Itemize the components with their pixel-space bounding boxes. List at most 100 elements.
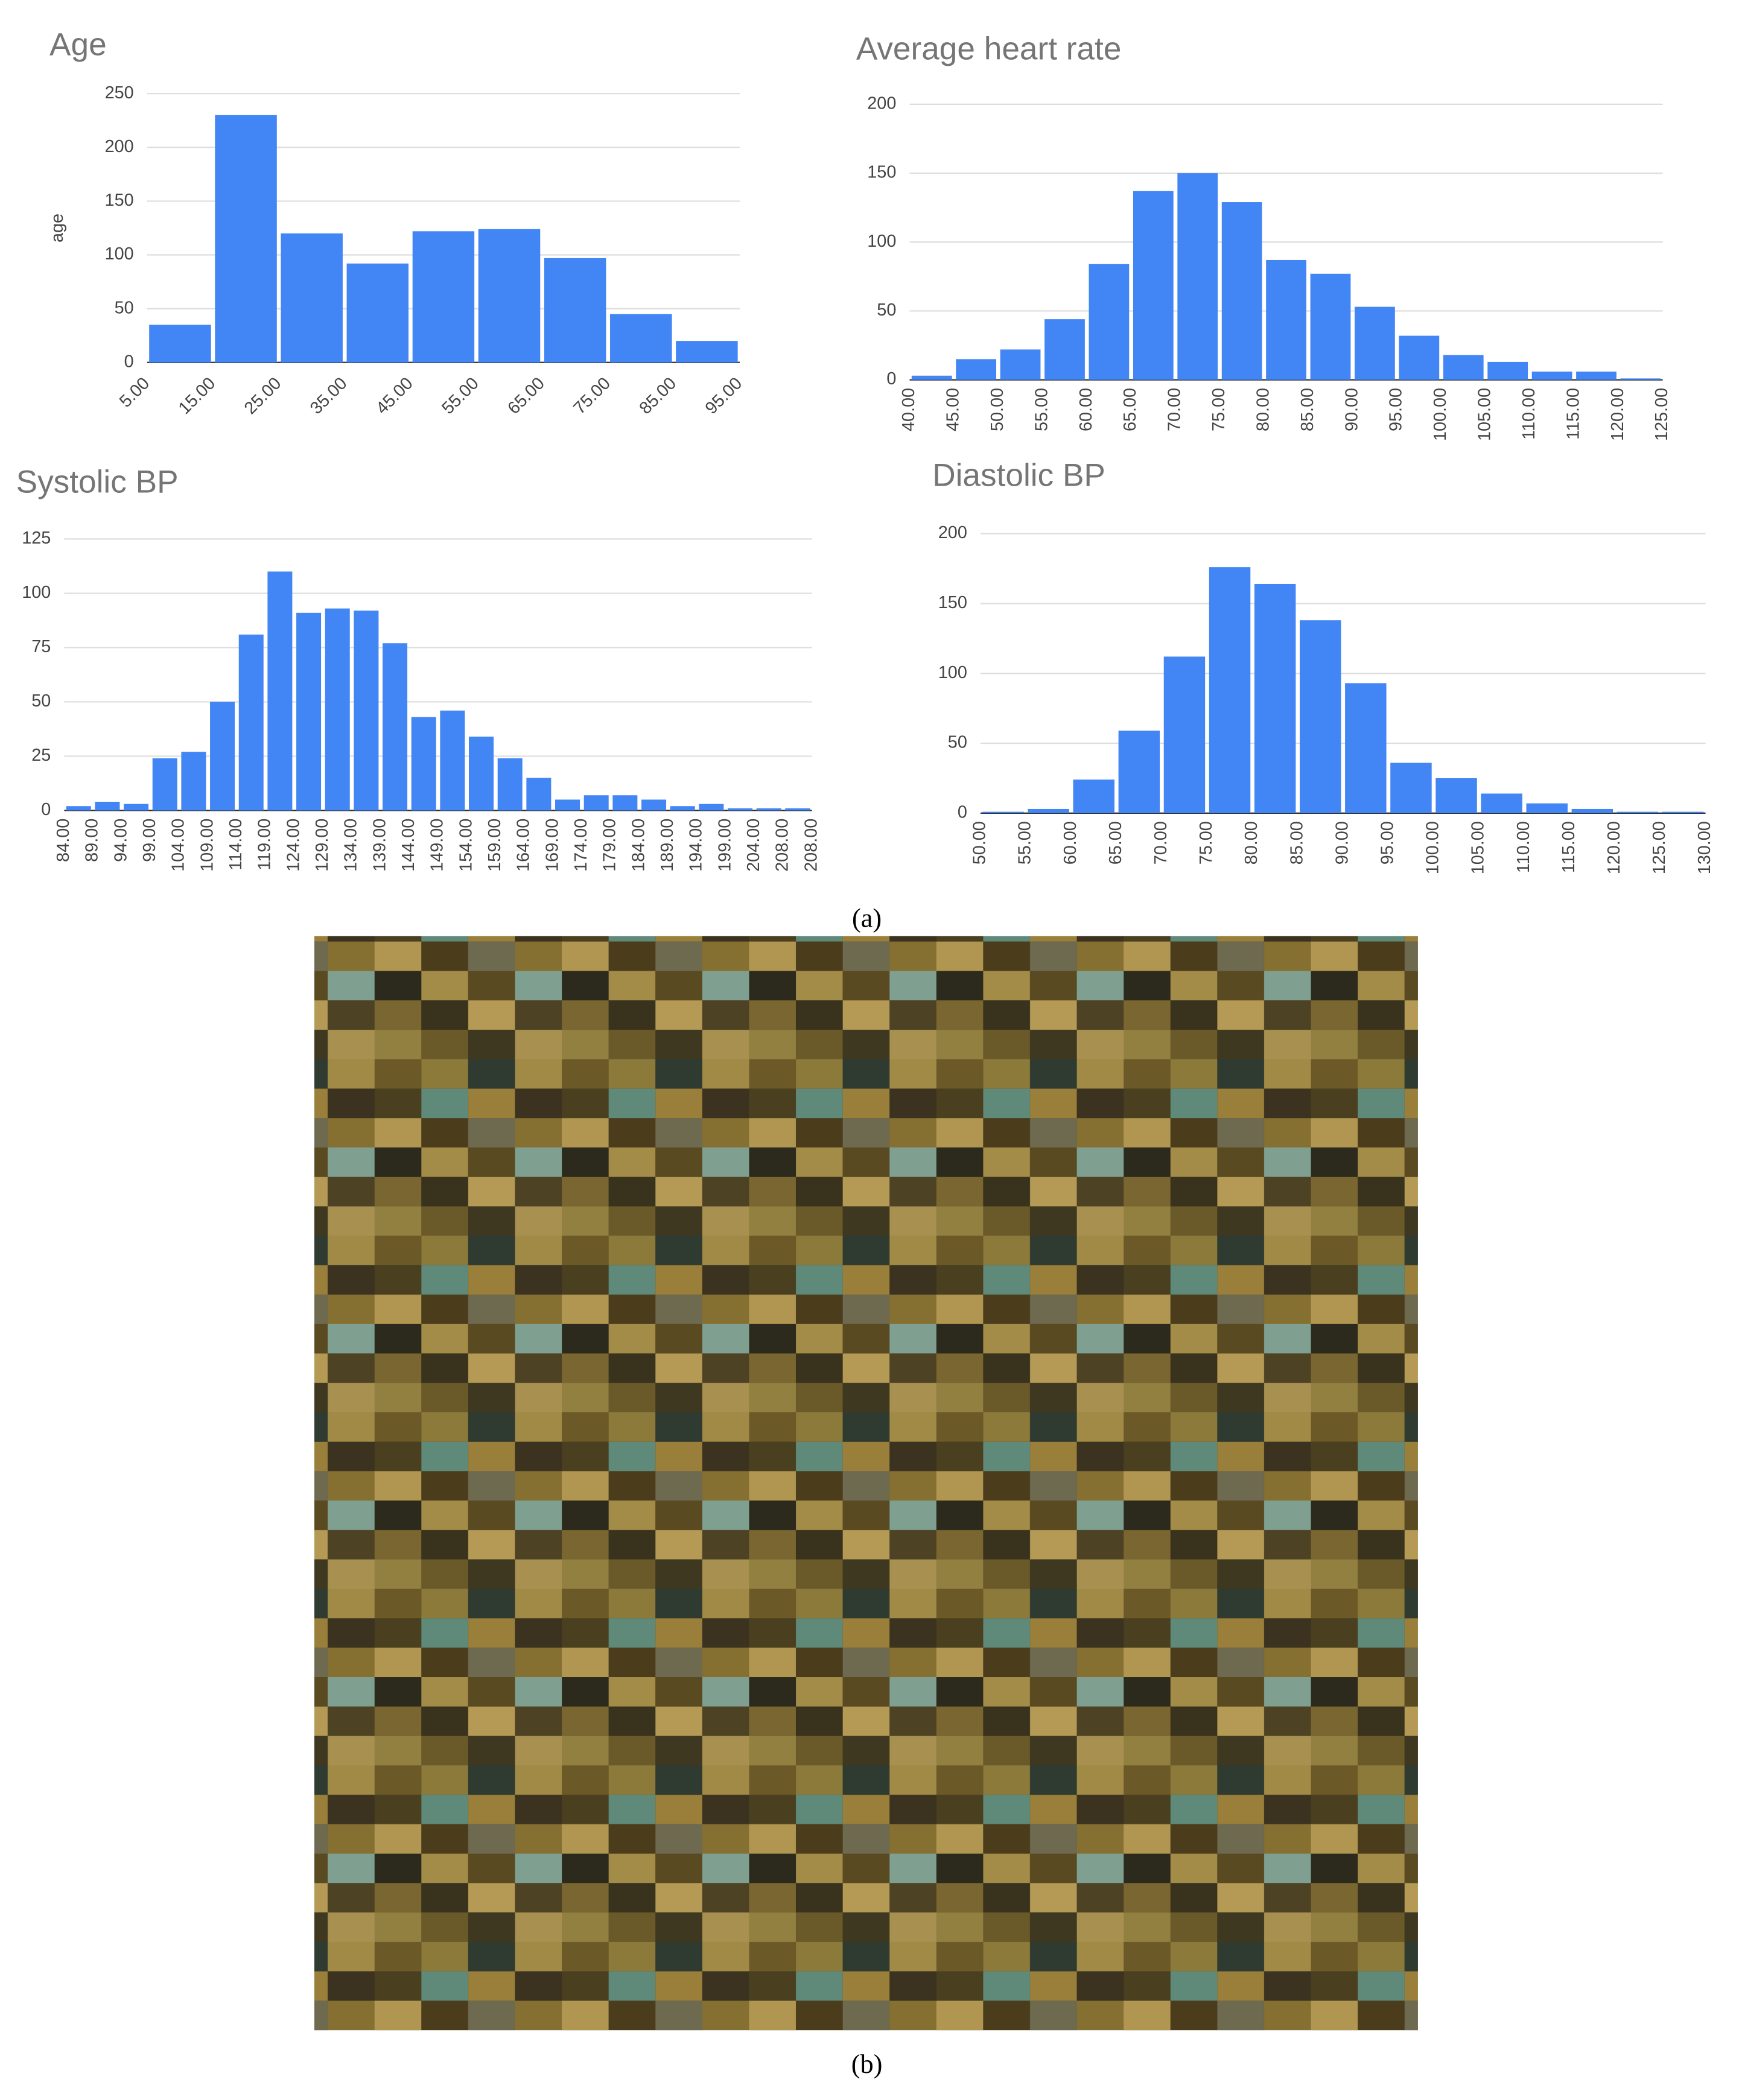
histogram-bar [411,717,436,811]
x-tick-label: 105.00 [1469,821,1488,874]
y-tick-label: 200 [867,94,896,113]
x-tick-label: 159.00 [485,819,504,872]
histogram-bar [1443,355,1484,380]
histogram-bar [728,808,753,811]
histogram-bar [1177,173,1218,380]
x-tick-label: 95.00 [1378,821,1397,864]
histogram-bar [325,608,350,811]
x-tick-label: 99.00 [140,819,159,862]
x-tick-label: 100.00 [1423,821,1443,874]
x-tick-label: 65.00 [1121,388,1140,431]
histogram-bar [612,795,638,811]
x-tick-label: 89.00 [83,819,102,862]
x-tick-label: 208.00 [801,819,821,872]
panel-label: (b) [851,2049,883,2079]
histogram-bar [1133,191,1174,380]
histogram-bar [544,258,606,363]
histogram-bar [478,229,541,363]
y-tick-label: 100 [938,663,967,682]
histogram-bar [1209,567,1251,813]
x-tick-label: 55.00 [1016,821,1035,864]
y-tick-label: 125 [22,528,51,548]
x-tick-label: 90.00 [1342,388,1361,431]
x-tick-label: 40.00 [899,388,918,431]
histogram-bar [1620,378,1661,380]
histogram-bar [95,802,120,811]
x-tick-label: 130.00 [1695,821,1714,874]
histogram-bar [1481,793,1522,813]
x-tick-label: 55.00 [1032,388,1051,431]
histogram-bar [267,571,293,811]
x-tick-label: 199.00 [715,819,734,872]
x-tick-label: 85.00 [636,374,681,419]
histogram-bar [1355,306,1395,380]
x-tick-label: 25.00 [241,374,285,419]
x-tick-label: 164.00 [514,819,533,872]
y-tick-label: 0 [41,800,51,819]
x-tick-label: 129.00 [313,819,332,872]
histogram-bar [1617,811,1659,813]
x-tick-label: 189.00 [658,819,677,872]
histogram-bar [354,611,379,811]
histogram-bar [756,808,781,811]
x-tick-label: 139.00 [370,819,389,872]
x-tick-label: 60.00 [1076,388,1096,431]
x-tick-label: 45.00 [372,374,417,419]
y-tick-label: 150 [105,191,134,210]
histogram-bar [383,643,408,811]
histogram-bar [670,806,695,811]
x-tick-label: 90.00 [1332,821,1352,864]
x-tick-label: 174.00 [571,819,591,872]
panel-label: (a) [852,902,882,933]
x-tick-label: 75.00 [1197,821,1216,864]
x-tick-label: 115.00 [1559,821,1578,873]
x-tick-label: 60.00 [1061,821,1080,864]
histogram-bar [676,341,738,363]
x-tick-label: 55.00 [438,374,483,419]
y-tick-label: 250 [105,83,134,103]
histogram-bar [152,758,177,811]
histogram-bar [66,806,91,811]
x-tick-label: 204.00 [744,819,763,872]
histogram-bar [210,702,235,811]
x-tick-label: 120.00 [1608,388,1627,441]
y-tick-label: 0 [124,352,134,371]
histogram-bar [526,778,552,811]
x-tick-label: 105.00 [1475,388,1495,441]
x-tick-label: 109.00 [197,819,217,872]
y-tick-label: 0 [958,802,967,822]
y-tick-label: 150 [938,593,967,612]
histogram-bar [956,359,997,380]
histogram-bar [1571,808,1613,813]
x-tick-label: 70.00 [1151,821,1171,864]
histogram-bar [1310,273,1351,380]
x-tick-label: 125.00 [1650,821,1669,874]
y-tick-label: 0 [886,369,896,389]
x-tick-label: 194.00 [687,819,706,872]
histogram-bar [1576,371,1617,380]
chart-title: Diastolic BP [932,457,1105,493]
histogram-bar [1531,371,1572,380]
histogram-bar [1118,731,1160,813]
y-tick-label: 200 [938,523,967,542]
histogram-bar [1000,349,1041,380]
x-tick-label: 119.00 [255,819,275,871]
histogram-bar [555,799,580,811]
histogram-bar [982,811,1024,813]
histogram-bar [1526,803,1568,813]
y-tick-label: 100 [867,232,896,251]
histogram-bar [296,612,322,811]
chart-title: Age [49,27,107,63]
x-tick-label: 110.00 [1514,821,1533,873]
histogram-bar [124,804,149,811]
histogram-bar [1221,202,1262,380]
histogram-bar [238,634,264,811]
chart-title: Average heart rate [856,31,1122,66]
x-tick-label: 50.00 [970,821,990,864]
histogram-bar [281,233,343,363]
x-tick-label: 179.00 [600,819,620,872]
histogram-bar [641,799,667,811]
histogram-bar [1399,335,1440,380]
